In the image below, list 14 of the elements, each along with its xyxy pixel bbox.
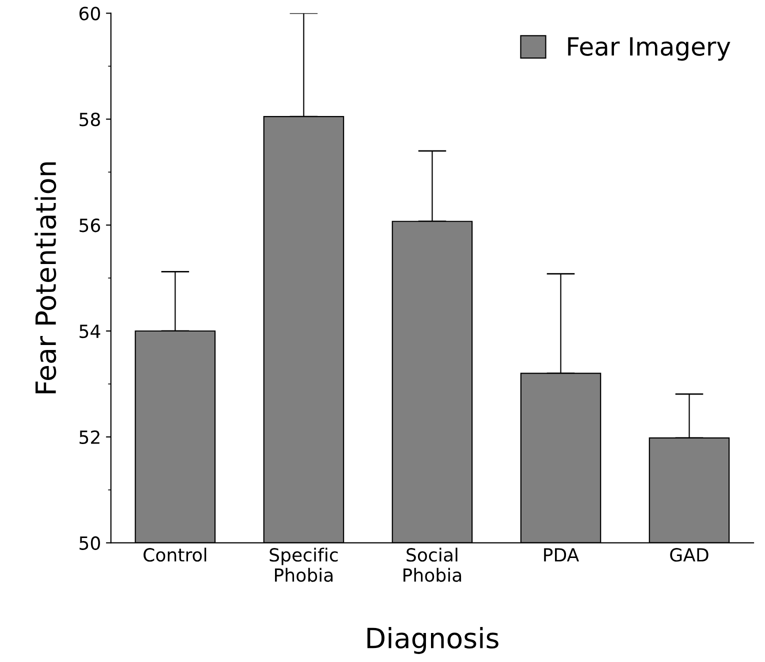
y-tick-label: 60 <box>79 6 100 20</box>
x-axis-title: Diagnosis <box>367 627 498 654</box>
y-tick-label: 54 <box>80 324 100 338</box>
x-tick-label: PDA <box>544 548 580 562</box>
y-tick-label: 50 <box>80 536 100 550</box>
y-tick-label: 58 <box>80 112 100 126</box>
y-tick-label: 52 <box>80 430 100 444</box>
legend-label: Fear Imagery <box>568 37 730 61</box>
x-tick-label: Control <box>144 548 206 562</box>
x-tick-label: GAD <box>670 548 708 562</box>
x-tick-label: Specific Phobia <box>270 548 338 582</box>
x-tick-label: Social Phobia <box>404 548 462 582</box>
y-axis-title: Fear Potentiation <box>34 162 56 394</box>
y-tick-label: 56 <box>80 218 100 232</box>
